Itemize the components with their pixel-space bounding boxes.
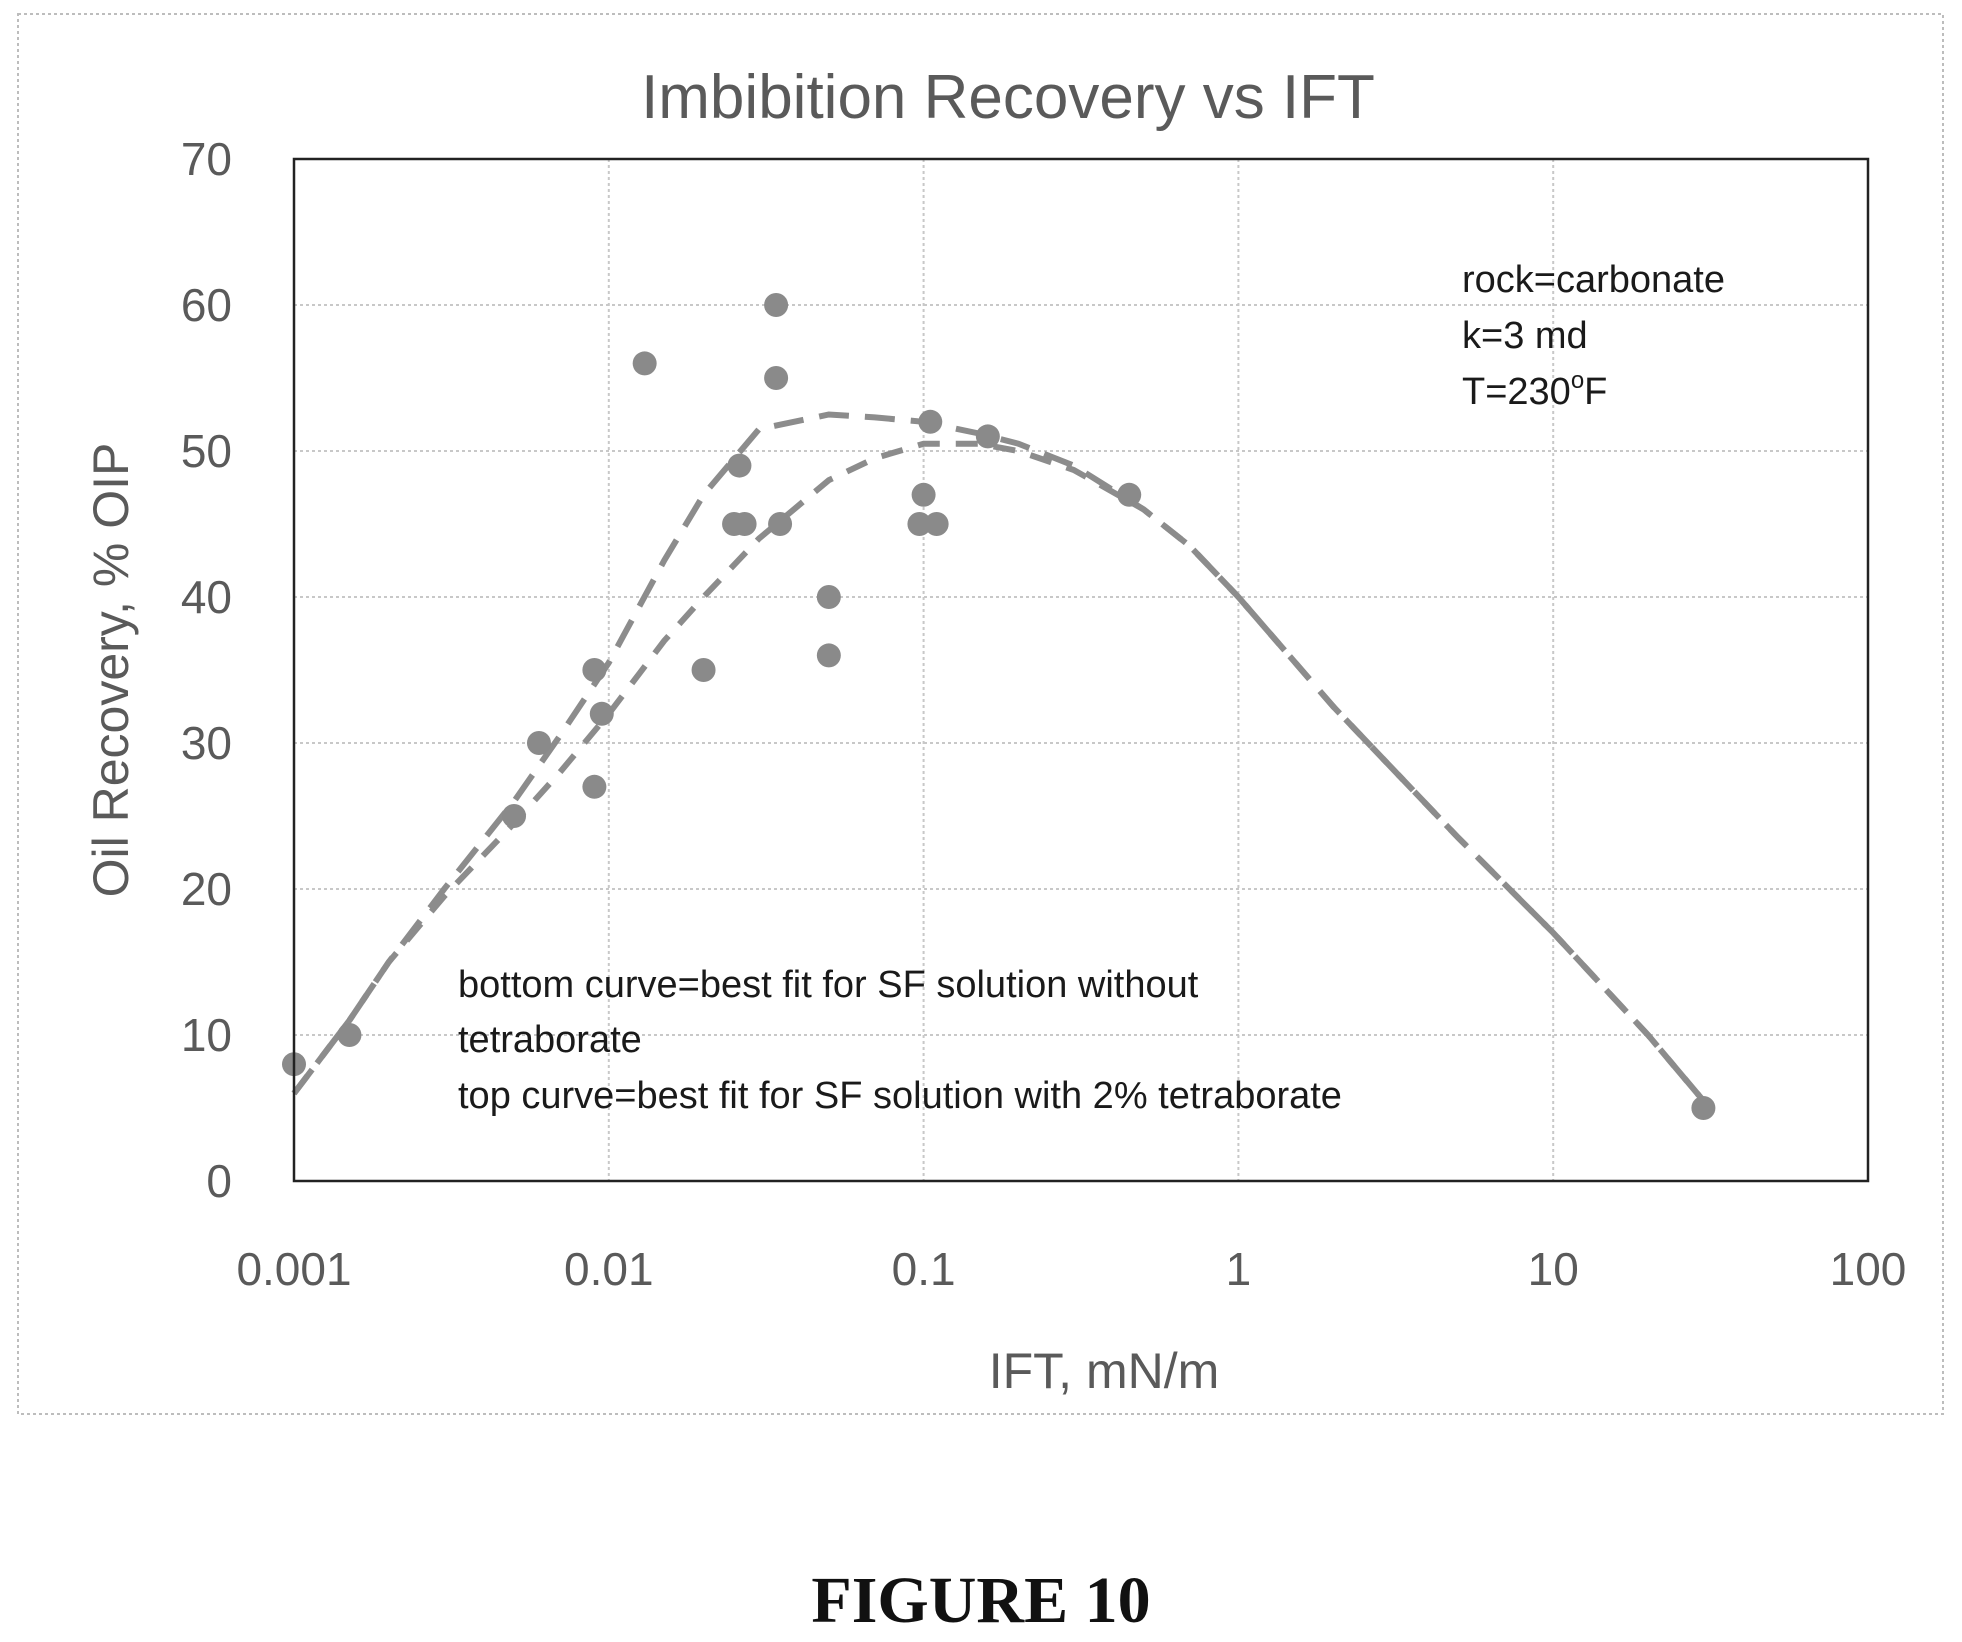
- data-point-20: [918, 409, 943, 434]
- annotation-temperature: T=230oF: [1462, 367, 1607, 413]
- x-tick-label-10: 10: [1528, 1243, 1579, 1295]
- data-point-2: [337, 1023, 362, 1047]
- data-point-21: [924, 512, 949, 536]
- data-points: [282, 293, 1716, 1120]
- annotation-degree-mark: o: [1571, 367, 1584, 394]
- annotation-rock: rock=carbonate: [1462, 259, 1725, 301]
- annotation-bottom-curve-line2: tetraborate: [458, 1019, 642, 1061]
- data-point-19: [911, 482, 936, 507]
- x-tick-label-0.01: 0.01: [564, 1243, 654, 1295]
- data-point-11: [727, 453, 752, 478]
- x-tick-label-100: 100: [1830, 1243, 1907, 1295]
- data-point-24: [1691, 1096, 1716, 1120]
- data-point-6: [582, 658, 607, 682]
- x-tick-label-0.001: 0.001: [236, 1243, 351, 1295]
- y-tick-label-40: 40: [181, 571, 232, 623]
- data-point-16: [816, 585, 841, 609]
- annotation-top-curve: top curve=best fit for SF solution with …: [458, 1075, 1342, 1117]
- plot-frame: [292, 157, 1870, 1183]
- data-point-13: [764, 293, 789, 317]
- y-tick-label-70: 70: [181, 133, 232, 185]
- annotation-temperature-value: T=230: [1462, 371, 1571, 413]
- data-point-5: [582, 774, 607, 799]
- annotation-bottom-curve-line1: bottom curve=best fit for SF solution wi…: [458, 964, 1199, 1006]
- y-tick-label-50: 50: [181, 425, 232, 477]
- data-point-17: [816, 643, 841, 668]
- conditions-annotation: rock=carbonate k=3 md T=230oF: [1462, 259, 1725, 413]
- data-point-9: [691, 658, 716, 682]
- data-point-15: [768, 512, 793, 536]
- x-tick-label-1: 1: [1226, 1243, 1252, 1295]
- y-tick-labels: 0 10 20 30 40 50 60 70: [181, 133, 232, 1207]
- data-point-23: [1117, 482, 1142, 507]
- y-axis-label: Oil Recovery, % OIP: [83, 443, 139, 898]
- data-point-8: [632, 351, 657, 376]
- data-point-22: [975, 424, 1000, 449]
- data-point-12: [732, 512, 757, 536]
- y-tick-label-60: 60: [181, 279, 232, 331]
- chart-area-border: [17, 13, 1944, 1415]
- data-point-7: [589, 701, 614, 726]
- y-tick-label-30: 30: [181, 717, 232, 769]
- y-tick-label-0: 0: [206, 1155, 232, 1207]
- x-tick-label-0.1: 0.1: [892, 1243, 956, 1295]
- data-point-4: [526, 731, 551, 755]
- x-tick-labels: 0.001 0.01 0.1 1 10 100: [236, 1243, 1906, 1295]
- data-point-18: [907, 512, 932, 536]
- figure-label: FIGURE 10: [811, 1564, 1150, 1637]
- chart-title: Imbibition Recovery vs IFT: [641, 63, 1375, 132]
- annotation-permeability: k=3 md: [1462, 315, 1588, 357]
- curve-legend-annotation: bottom curve=best fit for SF solution wi…: [458, 964, 1342, 1117]
- x-axis-label: IFT, mN/m: [989, 1343, 1220, 1399]
- fit-curve-2: [291, 440, 1706, 1103]
- data-point-14: [764, 366, 789, 390]
- y-tick-label-10: 10: [181, 1009, 232, 1061]
- data-point-3: [502, 804, 527, 828]
- y-tick-label-20: 20: [181, 863, 232, 915]
- annotation-temperature-unit: F: [1584, 371, 1607, 413]
